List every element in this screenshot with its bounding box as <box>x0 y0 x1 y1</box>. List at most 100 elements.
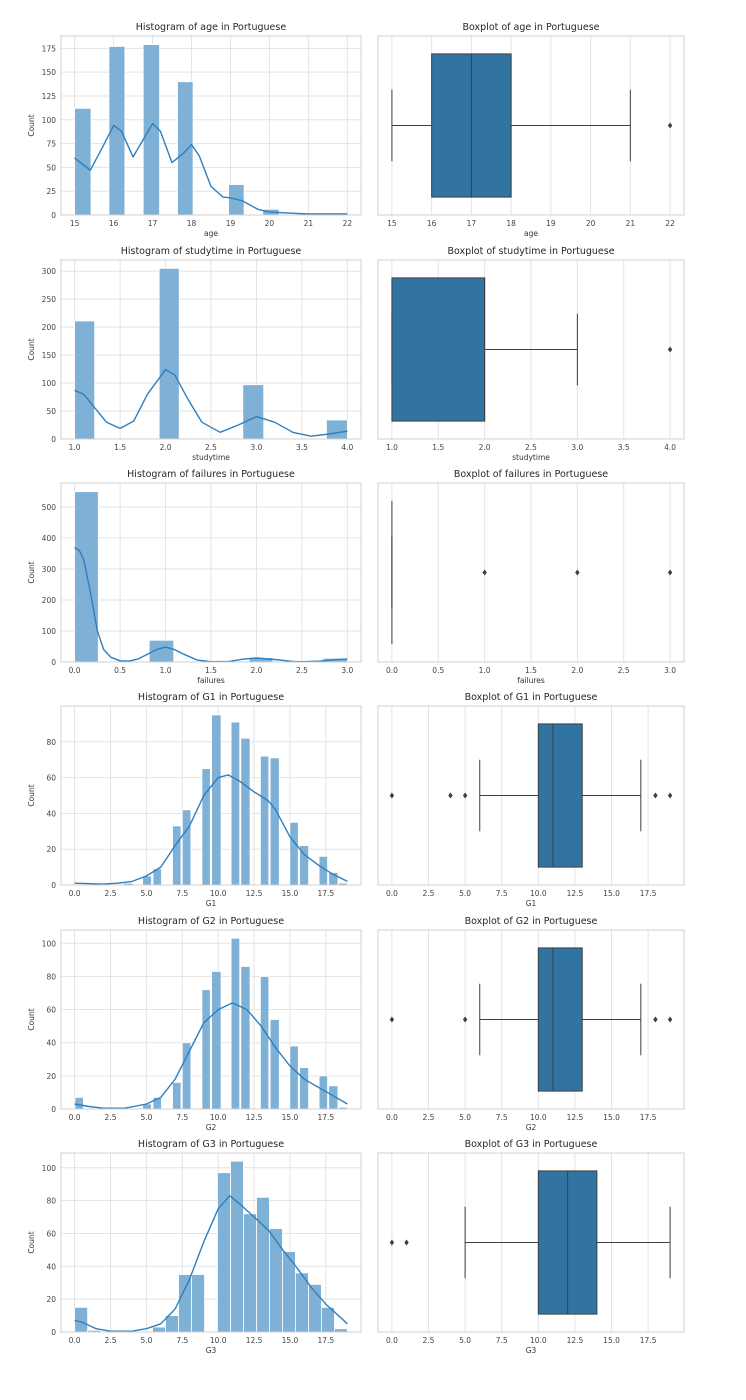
histogram-bar <box>74 1096 84 1110</box>
histogram-bar <box>289 821 299 886</box>
x-tick-label: 3.0 <box>341 666 353 675</box>
chart-title: Histogram of G1 in Portuguese <box>138 692 284 703</box>
x-tick-label: 3.0 <box>250 443 262 452</box>
y-tick-label: 0 <box>51 211 56 220</box>
plot-area <box>61 706 361 885</box>
histogram-bar <box>158 267 180 440</box>
y-tick-label: 20 <box>46 1295 56 1304</box>
y-axis-label: Count <box>27 338 36 360</box>
histogram-bar <box>240 737 251 886</box>
x-tick-label: 7.5 <box>176 1113 188 1122</box>
x-tick-label: 12.5 <box>246 1113 263 1122</box>
x-tick-label: 0.0 <box>69 666 81 675</box>
outlier-point <box>389 1016 395 1023</box>
x-tick-label: 7.5 <box>496 1113 508 1122</box>
outlier-point <box>389 1239 395 1246</box>
x-tick-label: 10.0 <box>530 1336 547 1345</box>
x-tick-label: 20 <box>265 219 275 228</box>
y-tick-label: 100 <box>42 1164 57 1173</box>
x-tick-label: 5.0 <box>140 889 152 898</box>
histogram-bar <box>269 1228 283 1333</box>
outlier-point <box>653 1016 658 1023</box>
x-tick-label: 3.5 <box>618 443 630 452</box>
x-tick-label: 4.0 <box>664 443 676 452</box>
x-tick-label: 1.0 <box>479 666 491 675</box>
histogram-bar <box>211 714 222 886</box>
histogram-bar <box>211 971 222 1110</box>
chart-title: Histogram of age in Portuguese <box>136 22 287 33</box>
histogram-bar <box>230 1160 244 1333</box>
boxplot-age: 15 16 17 18 19 20 21 22 Boxplot of age in Portug… <box>377 22 685 238</box>
x-tick-label: 0.0 <box>386 889 398 898</box>
x-tick-label: 10.0 <box>210 1336 227 1345</box>
x-tick-label: 3.5 <box>296 443 308 452</box>
x-tick-label: 0.0 <box>386 1113 398 1122</box>
y-tick-label: 25 <box>46 187 56 196</box>
y-axis-label: Count <box>27 1008 36 1030</box>
axes-frame <box>377 1152 685 1333</box>
x-tick-label: 16 <box>109 219 119 228</box>
x-tick-label: 5.0 <box>459 889 471 898</box>
x-tick-label: 17 <box>467 219 477 228</box>
x-axis-label: G1 <box>526 899 537 908</box>
chart-title: Boxplot of studytime in Portuguese <box>447 246 614 257</box>
x-tick-label: 0.0 <box>386 1336 398 1345</box>
x-tick-label: 5.0 <box>140 1113 152 1122</box>
y-tick-label: 0 <box>51 881 56 890</box>
histogram-bar <box>230 937 241 1110</box>
histogram-bar <box>269 757 280 886</box>
axes-frame <box>377 259 685 440</box>
x-tick-label: 17.5 <box>317 889 334 898</box>
x-tick-label: 1.0 <box>160 666 172 675</box>
outlier-point <box>462 1016 468 1023</box>
x-tick-label: 2.5 <box>423 1113 435 1122</box>
y-tick-label: 80 <box>46 972 56 981</box>
histogram-bar <box>259 755 270 886</box>
x-tick-label: 15.0 <box>282 889 299 898</box>
y-tick-label: 200 <box>42 596 57 605</box>
x-tick-label: 2.0 <box>479 443 491 452</box>
x-tick-label: 15.0 <box>603 1336 620 1345</box>
outlier-point <box>448 792 453 799</box>
histogram-bar <box>243 1213 257 1333</box>
histogram-failures: 0.0 0.5 1.0 1.5 2.0 2.5 3.0 0 100 200 300 400 500 Cou… <box>27 469 362 685</box>
x-tick-label: 19 <box>546 219 556 228</box>
y-tick-label: 250 <box>42 295 57 304</box>
histogram-bar <box>240 966 251 1110</box>
axes-frame <box>377 929 685 1110</box>
y-tick-label: 50 <box>46 163 56 172</box>
x-tick-label: 2.5 <box>618 666 630 675</box>
y-tick-label: 40 <box>46 1262 56 1271</box>
axes-frame <box>60 35 362 216</box>
x-tick-label: 12.5 <box>246 889 263 898</box>
x-tick-label: 22 <box>665 219 675 228</box>
x-tick-label: 1.0 <box>69 443 81 452</box>
x-tick-label: 15 <box>70 219 80 228</box>
y-tick-label: 150 <box>42 351 57 360</box>
x-tick-label: 0.0 <box>69 889 81 898</box>
kde-curve <box>74 774 348 885</box>
outlier-point <box>667 122 673 129</box>
histogram-studytime: 1.0 1.5 2.0 2.5 3.0 3.5 4.0 0 50 100 150 200 250 300 C… <box>27 246 362 462</box>
x-tick-label: 7.5 <box>176 889 188 898</box>
y-tick-label: 400 <box>42 534 57 543</box>
x-tick-label: 10.0 <box>210 889 227 898</box>
histogram-bar <box>172 825 182 886</box>
x-tick-label: 15 <box>387 219 397 228</box>
y-tick-label: 0 <box>51 658 56 667</box>
axes-frame <box>60 1152 362 1333</box>
x-axis-label: G1 <box>206 899 217 908</box>
x-axis-label: failures <box>517 676 545 685</box>
x-tick-label: 16 <box>427 219 437 228</box>
x-axis-label: age <box>204 229 218 238</box>
x-tick-label: 2.5 <box>423 889 435 898</box>
chart-title: Histogram of G2 in Portuguese <box>138 916 284 927</box>
x-tick-label: 3.0 <box>664 666 676 675</box>
x-tick-label: 4.0 <box>341 443 353 452</box>
x-tick-label: 0.0 <box>69 1113 81 1122</box>
boxplot-G1: 0.0 2.5 5.0 7.5 10.0 12.5 15.0 17.5 Boxplot of G… <box>377 692 685 908</box>
x-tick-label: 5.0 <box>459 1336 471 1345</box>
box-iqr <box>537 723 583 868</box>
